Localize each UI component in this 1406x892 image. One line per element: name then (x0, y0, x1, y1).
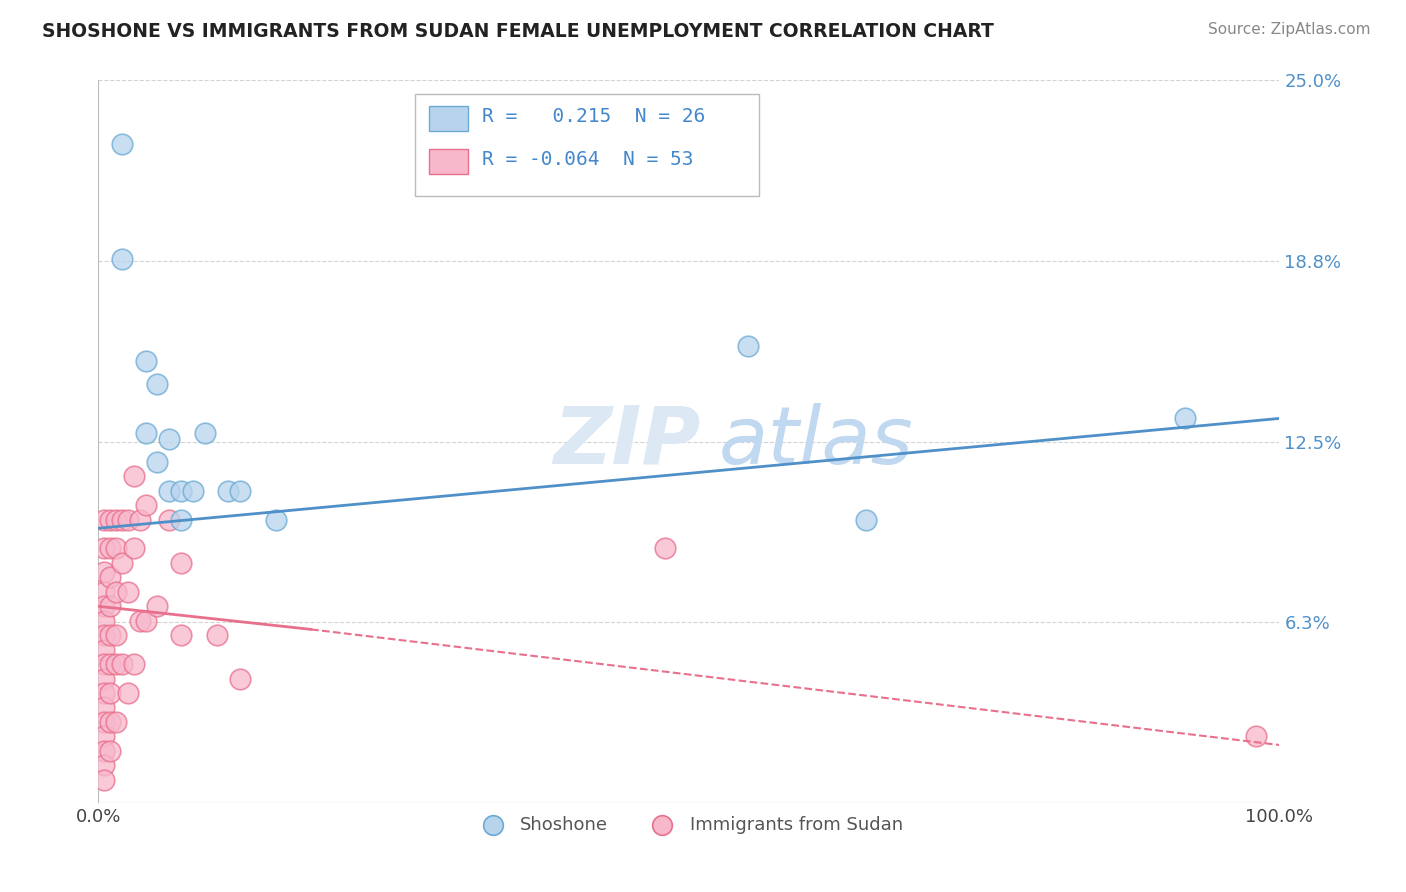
Point (122, 469, 145, 483)
Point (105, 584, 128, 599)
Point (229, 483, 252, 498)
Point (135, 425, 157, 440)
Legend: Shoshone, Immigrants from Sudan: Shoshone, Immigrants from Sudan (468, 808, 910, 841)
Point (170, 628, 193, 642)
Point (170, 512, 193, 526)
Point (98, 714, 121, 729)
Point (98, 686, 121, 700)
Point (229, 672, 252, 686)
Text: atlas: atlas (718, 402, 914, 481)
Point (1244, 729, 1267, 743)
Point (737, 339, 759, 353)
Point (93, 672, 115, 686)
Text: ZIP: ZIP (553, 402, 700, 481)
Point (157, 483, 180, 498)
Point (93, 758, 115, 772)
Point (93, 686, 115, 700)
Point (93, 772, 115, 787)
Point (93, 744, 115, 758)
Point (98, 628, 121, 642)
Point (122, 657, 145, 671)
Point (93, 714, 115, 729)
Point (146, 376, 169, 391)
Point (157, 432, 180, 446)
Point (146, 599, 169, 614)
Point (93, 565, 115, 579)
Point (98, 541, 121, 556)
Point (105, 714, 128, 729)
Point (93, 657, 115, 671)
Point (146, 455, 169, 469)
Point (93, 700, 115, 714)
Point (128, 512, 150, 526)
Point (128, 614, 150, 628)
Point (181, 483, 204, 498)
Point (135, 614, 157, 628)
Text: SHOSHONE VS IMMIGRANTS FROM SUDAN FEMALE UNEMPLOYMENT CORRELATION CHART: SHOSHONE VS IMMIGRANTS FROM SUDAN FEMALE… (42, 22, 994, 41)
Point (105, 541, 128, 556)
Point (135, 498, 157, 512)
Point (93, 628, 115, 642)
Point (111, 556, 134, 570)
Point (105, 628, 128, 642)
Point (105, 512, 128, 526)
Point (157, 512, 180, 526)
Point (117, 512, 139, 526)
Point (1174, 411, 1197, 425)
Point (117, 686, 139, 700)
Point (217, 483, 239, 498)
Point (98, 657, 121, 671)
Point (98, 570, 121, 584)
Point (93, 599, 115, 614)
Point (855, 512, 877, 526)
Point (105, 657, 128, 671)
Point (264, 512, 287, 526)
Text: Source: ZipAtlas.com: Source: ZipAtlas.com (1208, 22, 1371, 37)
Point (205, 628, 228, 642)
Point (135, 353, 157, 368)
Point (93, 541, 115, 556)
Point (170, 556, 193, 570)
Point (194, 425, 217, 440)
Point (111, 512, 134, 526)
Point (93, 729, 115, 743)
Point (170, 483, 193, 498)
Point (111, 136, 134, 151)
Point (93, 614, 115, 628)
Point (122, 541, 145, 556)
Point (93, 642, 115, 657)
Point (117, 584, 139, 599)
Point (111, 657, 134, 671)
Point (98, 744, 121, 758)
Point (654, 541, 676, 556)
Text: R =   0.215  N = 26: R = 0.215 N = 26 (482, 107, 706, 127)
Point (98, 599, 121, 614)
Point (93, 512, 115, 526)
Point (111, 252, 134, 267)
Point (98, 512, 121, 526)
Text: R = -0.064  N = 53: R = -0.064 N = 53 (482, 150, 693, 169)
Point (93, 584, 115, 599)
